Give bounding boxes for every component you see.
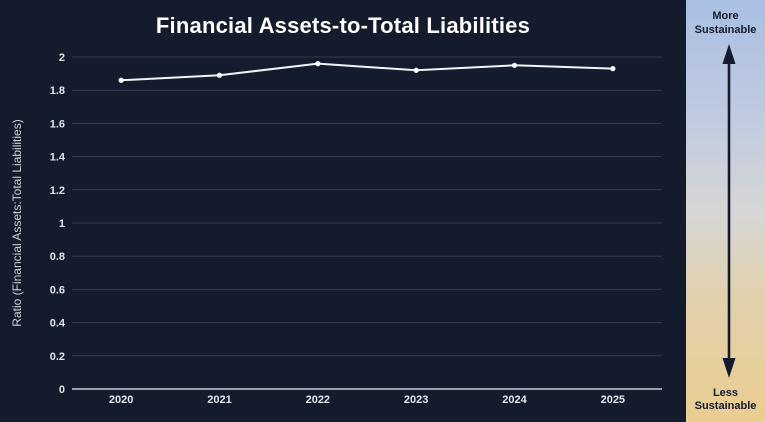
svg-text:1.2: 1.2: [50, 185, 65, 197]
more-sustainable-label: More Sustainable: [694, 10, 757, 36]
sustainability-arrow-icon: [722, 44, 736, 378]
svg-text:1.4: 1.4: [50, 152, 66, 164]
chart-panel: Financial Assets-to-Total Liabilities Ra…: [10, 13, 662, 406]
svg-text:1.8: 1.8: [50, 85, 65, 97]
svg-text:1.6: 1.6: [50, 118, 65, 130]
svg-text:2: 2: [59, 52, 65, 64]
svg-text:0.6: 0.6: [50, 284, 65, 296]
svg-text:1: 1: [59, 218, 65, 230]
sustainability-scale-sidebar: More Sustainable Less Sustainable: [686, 0, 765, 422]
data-point: [216, 72, 223, 78]
data-point: [511, 62, 518, 68]
svg-text:2024: 2024: [502, 394, 527, 406]
chart-title: Financial Assets-to-Total Liabilities: [155, 13, 531, 38]
svg-text:0.4: 0.4: [50, 318, 66, 330]
x-tick-labels: 2020 2021 2022 2023 2024 2025: [109, 394, 625, 406]
svg-text:0.2: 0.2: [50, 351, 65, 363]
svg-text:2025: 2025: [601, 394, 625, 406]
svg-text:0: 0: [59, 384, 65, 396]
data-point: [118, 77, 124, 83]
data-point: [315, 61, 321, 67]
data-point: [413, 67, 419, 73]
gridlines: [72, 56, 662, 390]
svg-text:2020: 2020: [109, 394, 133, 406]
svg-text:2022: 2022: [306, 394, 330, 406]
svg-text:0.8: 0.8: [50, 251, 65, 263]
less-sustainable-label: Less Sustainable: [694, 386, 757, 413]
data-points: [118, 61, 616, 83]
svg-text:2023: 2023: [404, 394, 428, 406]
data-point: [610, 66, 616, 72]
data-line: [120, 62, 614, 82]
svg-text:2021: 2021: [207, 394, 231, 406]
y-tick-labels: 0 0.2 0.4 0.6 0.8 1 1.2 1.4 1.6 1.8 2: [50, 52, 66, 396]
